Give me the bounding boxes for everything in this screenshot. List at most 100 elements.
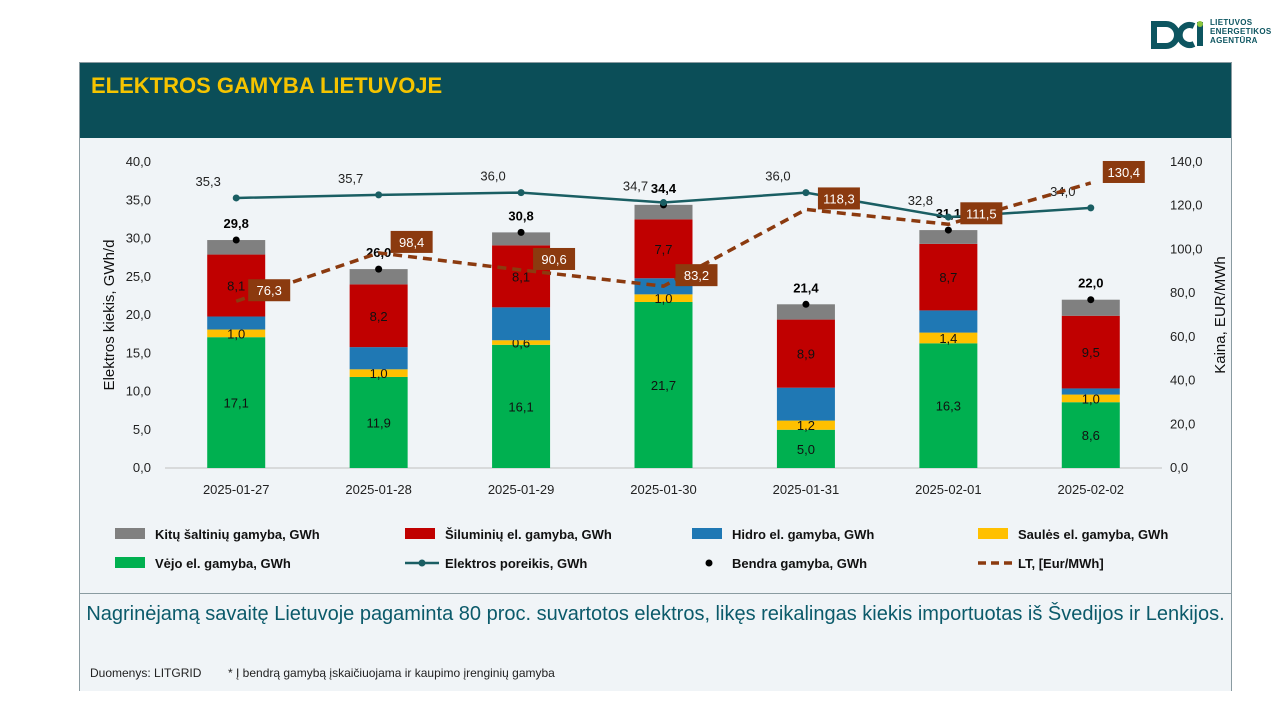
bar-value-label: 5,0 (797, 442, 815, 457)
price-value-label: 130,4 (1108, 165, 1141, 180)
total-marker (232, 236, 240, 244)
total-marker (944, 226, 952, 234)
footnote: * Į bendrą gamybą įskaičiuojama ir kaupi… (228, 666, 555, 680)
price-value-label: 76,3 (257, 283, 282, 298)
x-tick-label: 2025-01-31 (773, 482, 840, 497)
bar-value-label: 8,7 (939, 270, 957, 285)
legend-swatch-marker (418, 559, 426, 567)
price-label-box (248, 279, 291, 302)
total-marker (802, 300, 810, 308)
summary-panel: Nagrinėjamą savaitę Lietuvoje pagaminta … (80, 593, 1231, 691)
y2-tick-label: 120,0 (1170, 198, 1203, 213)
bar-value-label: 16,1 (508, 399, 533, 414)
bar-segment (776, 429, 835, 468)
demand-value-label: 36,0 (765, 169, 790, 184)
legend-label: Kitų šaltinių gamyba, GWh (155, 527, 320, 542)
y-tick-label: 30,0 (126, 231, 151, 246)
y2-tick-label: 60,0 (1170, 329, 1195, 344)
bar-segment (492, 340, 551, 345)
price-value-label: 111,5 (966, 206, 997, 221)
demand-marker (232, 194, 240, 202)
demand-value-label: 35,7 (338, 171, 363, 186)
demand-marker (660, 199, 667, 207)
price-label-box (817, 187, 860, 210)
bar-segment (492, 344, 551, 468)
y-tick-label: 5,0 (133, 422, 151, 437)
y-tick-label: 20,0 (126, 307, 151, 322)
bar-value-label: 16,3 (936, 399, 961, 414)
y2-axis-label: Kaina, EUR/MWh (1212, 256, 1229, 374)
bar-segment (919, 230, 978, 244)
legend-label: Vėjo el. gamyba, GWh (155, 556, 291, 571)
bar-value-label: 17,1 (224, 396, 249, 411)
y-tick-label: 40,0 (126, 154, 151, 169)
legend-swatch (115, 528, 145, 539)
total-value-label: 21,4 (793, 280, 819, 295)
summary-text: Nagrinėjamą savaitę Lietuvoje pagaminta … (86, 603, 1225, 625)
bar-segment (776, 319, 835, 388)
bar-segment (207, 240, 266, 255)
bar-segment (1061, 394, 1120, 403)
y2-tick-label: 80,0 (1170, 285, 1195, 300)
price-value-label: 83,2 (684, 268, 709, 283)
bar-value-label: 8,2 (370, 309, 388, 324)
total-marker (375, 265, 383, 273)
bar-segment (919, 243, 978, 311)
legend-swatch (705, 559, 713, 567)
bar-value-label: 8,1 (512, 269, 530, 284)
legend-label: Šiluminių el. gamyba, GWh (445, 527, 612, 542)
bar-segment (1061, 299, 1120, 316)
demand-value-label: 35,3 (196, 174, 221, 189)
bar-segment (207, 337, 266, 468)
y2-tick-label: 0,0 (1170, 460, 1188, 475)
bar-value-label: 8,1 (227, 279, 245, 294)
legend-label: Hidro el. gamyba, GWh (732, 527, 874, 542)
report-frame: ELEKTROS GAMYBA LIETUVOJE 0,0 5,0 10,0 15,0… (79, 62, 1232, 691)
bar-segment (634, 204, 693, 220)
price-value-label: 90,6 (541, 252, 566, 267)
x-tick-label: 2025-01-28 (345, 482, 412, 497)
bar-value-label: 9,5 (1082, 345, 1100, 360)
data-source: Duomenys: LITGRID (90, 666, 202, 680)
price-label-box (1102, 160, 1145, 183)
y2-tick-label: 100,0 (1170, 241, 1203, 256)
demand-value-label: 34,7 (623, 179, 648, 194)
bar-segment (634, 301, 693, 468)
x-tick-label: 2025-02-01 (915, 482, 982, 497)
total-value-label: 30,8 (508, 208, 533, 223)
demand-value-label: 36,0 (480, 169, 505, 184)
bar-segment (492, 232, 551, 246)
bar-segment (349, 284, 408, 348)
logo-line-3: AGENTŪRA (1210, 36, 1258, 45)
bar-value-label: 1,0 (227, 326, 245, 341)
legend-label: Bendra gamyba, GWh (732, 556, 867, 571)
y-tick-label: 10,0 (126, 384, 151, 399)
bar-segment (1061, 402, 1120, 468)
bar-segment (1061, 315, 1120, 389)
x-tick-label: 2025-01-30 (630, 482, 697, 497)
legend-label: Saulės el. gamyba, GWh (1018, 527, 1168, 542)
total-value-label: 22,0 (1078, 276, 1103, 291)
total-value-label: 34,4 (651, 181, 677, 196)
demand-marker (517, 189, 525, 197)
y-axis-label: Elektros kiekis, GWh/d (101, 240, 118, 391)
title-banner: ELEKTROS GAMYBA LIETUVOJE (80, 63, 1231, 138)
y-tick-label: 0,0 (133, 460, 151, 475)
bar-value-label: 21,7 (651, 378, 676, 393)
bar-segment (776, 387, 835, 421)
bar-value-label: 1,2 (797, 418, 815, 433)
bar-value-label: 1,0 (1082, 391, 1100, 406)
demand-marker (944, 213, 952, 221)
x-tick-label: 2025-02-02 (1058, 482, 1125, 497)
chart-area: 0,0 5,0 10,0 15,0 20,0 25,0 30,0 35,0 40,0 0,0 20,… (80, 138, 1231, 593)
y2-tick-label: 140,0 (1170, 154, 1203, 169)
production-chart: 0,0 5,0 10,0 15,0 20,0 25,0 30,0 35,0 40,0 0,0 20,… (101, 154, 1229, 571)
price-line (235, 181, 1092, 303)
logo-line-1: LIETUVOS (1210, 18, 1253, 27)
price-value-label: 98,4 (399, 235, 424, 250)
bar-segment (349, 369, 408, 377)
total-marker (1087, 296, 1095, 304)
price-label-box (960, 202, 1003, 225)
legend-label: LT, [Eur/MWh] (1018, 556, 1104, 571)
bar-value-label: 1,0 (654, 291, 672, 306)
